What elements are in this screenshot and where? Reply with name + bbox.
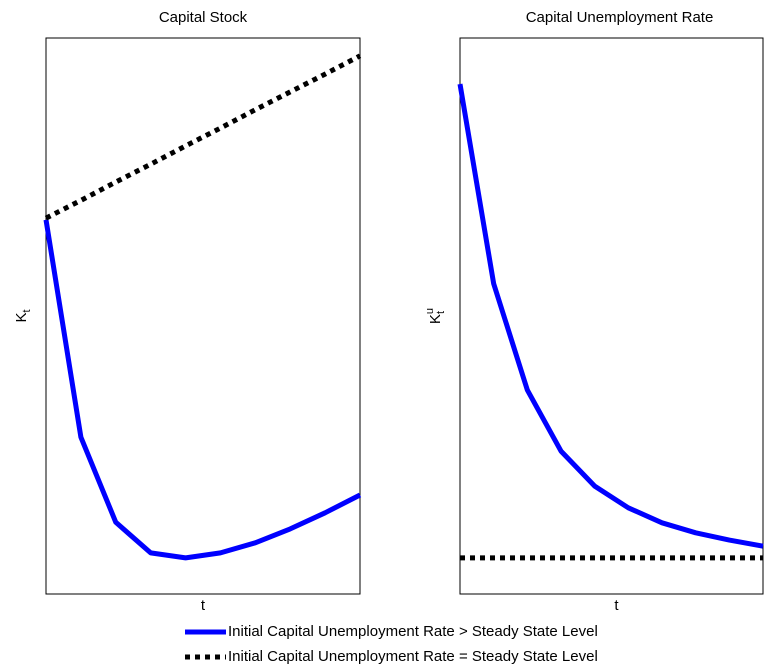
legend-label: Initial Capital Unemployment Rate > Stea… — [228, 623, 598, 640]
x-axis-label: t — [201, 597, 206, 614]
y-axis-label: Kt — [13, 309, 33, 322]
legend-label: Initial Capital Unemployment Rate = Stea… — [228, 648, 598, 665]
y-label-sub: t — [21, 309, 33, 312]
data-line — [457, 83, 764, 549]
y-label-main: K — [13, 313, 30, 323]
plot-frame — [45, 37, 361, 595]
x-axis-label: t — [614, 597, 619, 614]
y-axis-label: Kut — [424, 308, 447, 324]
chart-title: Capital Unemployment Rate — [526, 9, 714, 26]
data-line — [44, 53, 362, 221]
data-line — [43, 219, 362, 561]
y-label-sub: t — [435, 311, 447, 314]
y-label-main: K — [427, 314, 444, 324]
y-label-sup: u — [424, 308, 436, 314]
plot-frame — [459, 37, 764, 595]
chart-title: Capital Stock — [159, 9, 248, 26]
